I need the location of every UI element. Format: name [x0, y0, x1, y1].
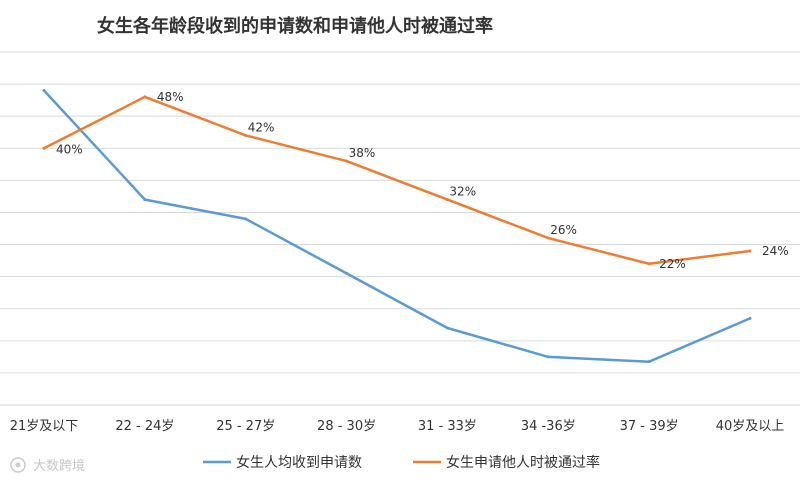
series-2-point: [647, 262, 651, 266]
legend-label-2: 女生申请他人时被通过率: [446, 454, 600, 471]
data-label: 48%: [157, 90, 184, 104]
series-2-point: [244, 133, 248, 137]
series-2-point: [42, 146, 46, 150]
data-label: 24%: [762, 244, 789, 258]
watermark-text: 大数跨境: [33, 459, 85, 474]
series-1-point: [244, 217, 248, 221]
x-tick-label: 31 - 33岁: [418, 419, 477, 434]
series-line-1: [42, 89, 752, 363]
series-2-point: [748, 249, 752, 253]
data-label: 22%: [659, 257, 686, 271]
watermark-logo-icon: [10, 457, 26, 473]
x-tick-label: 40岁及以上: [716, 419, 785, 434]
series-1-point: [143, 198, 147, 202]
series-2-point: [445, 198, 449, 202]
series-2-point: [143, 95, 147, 99]
series-2-point: [345, 159, 349, 163]
watermark: 大数跨境: [10, 457, 85, 474]
data-labels: 40% 48% 42% 38% 32% 26% 22% 24%: [56, 90, 789, 271]
x-tick-label: 28 - 30岁: [317, 419, 376, 434]
data-label: 40%: [56, 142, 83, 156]
x-tick-label: 21岁及以下: [10, 419, 79, 434]
x-tick-label: 22 - 24岁: [115, 419, 174, 434]
x-axis-ticks: 21岁及以下 22 - 24岁 25 - 27岁 28 - 30岁 31 - 33岁 34…: [10, 419, 785, 434]
series-2-point: [546, 236, 550, 240]
series-1-point: [345, 271, 349, 275]
legend: 女生人均收到申请数 女生申请他人时被通过率: [203, 454, 600, 471]
series-layer: [42, 89, 752, 364]
legend-label-1: 女生人均收到申请数: [236, 454, 362, 471]
series-line-2: [42, 95, 752, 266]
data-label: 26%: [550, 223, 577, 237]
chart-title: 女生各年龄段收到的申请数和申请他人时被通过率: [97, 15, 493, 37]
series-1-point: [42, 89, 46, 93]
data-label: 32%: [449, 185, 476, 199]
data-label: 38%: [349, 146, 376, 160]
x-tick-label: 34 -36岁: [521, 419, 576, 434]
x-tick-label: 37 - 39岁: [620, 419, 679, 434]
gridlines: [0, 51, 800, 406]
series-1-point: [647, 360, 651, 364]
x-tick-label: 25 - 27岁: [216, 419, 275, 434]
series-1-point: [546, 355, 550, 359]
data-label: 42%: [248, 120, 275, 134]
series-1-point: [445, 326, 449, 330]
series-1-point: [748, 316, 752, 320]
